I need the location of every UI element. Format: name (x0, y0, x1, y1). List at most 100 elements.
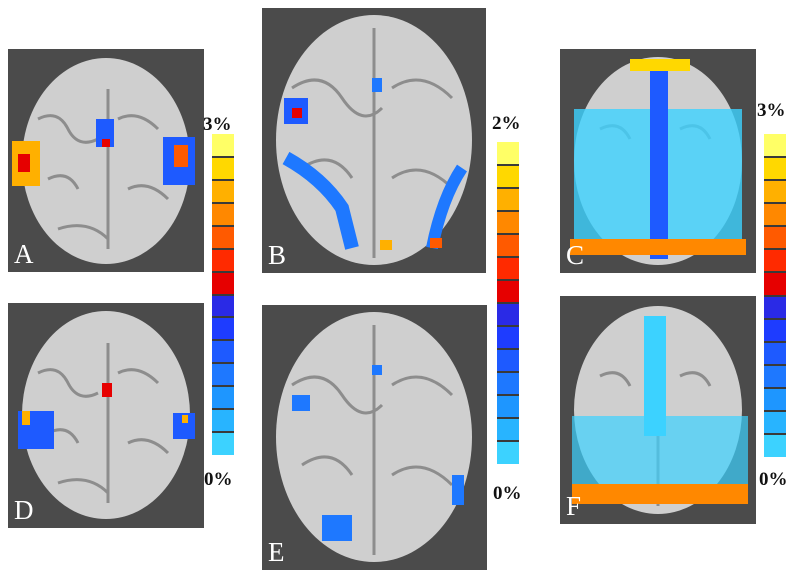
colorbar-tick (497, 302, 519, 304)
colorbar-tick (497, 279, 519, 281)
colorbar-segment (212, 409, 234, 433)
brain-slice-a-image (12, 58, 195, 264)
colorbar-segment (212, 248, 234, 272)
panel-b: B (262, 8, 486, 273)
colorbar-tick (497, 210, 519, 212)
colorbar-left-min-label: 0% (204, 469, 233, 490)
colorbar-segment (497, 188, 519, 211)
colorbar-tick (497, 325, 519, 327)
colorbar-segment (497, 395, 519, 418)
colorbar-segment (764, 134, 786, 158)
colorbar-tick (212, 201, 234, 204)
panel-e: E (262, 305, 487, 570)
colorbar-segment (764, 433, 786, 457)
panel-a-label: A (14, 239, 34, 269)
colorbar-tick (212, 316, 234, 319)
colorbar-segment (764, 180, 786, 204)
colorbar-segment (764, 226, 786, 250)
colorbar-tick (764, 202, 786, 205)
colorbar-segment (497, 257, 519, 280)
colorbar-middle-max-label: 2% (492, 113, 521, 134)
colorbar-middle (497, 142, 519, 464)
panel-d-label: D (14, 495, 34, 525)
colorbar-tick (212, 431, 234, 434)
colorbar-segment (764, 410, 786, 434)
colorbar-segment (497, 349, 519, 372)
colorbar-middle-min-label: 0% (493, 483, 522, 504)
colorbar-segment (212, 202, 234, 226)
colorbar-right-max-label: 3% (757, 100, 786, 121)
brain-slice-f-image (572, 306, 748, 514)
colorbar-tick (212, 178, 234, 181)
colorbar-tick (212, 224, 234, 227)
colorbar-tick (497, 417, 519, 419)
colorbar-segment (497, 418, 519, 441)
colorbar-segment (212, 363, 234, 387)
colorbar-tick (497, 256, 519, 258)
colorbar-tick (212, 385, 234, 388)
colorbar-segment (212, 317, 234, 341)
colorbar-segment (497, 211, 519, 234)
colorbar-segment (764, 318, 786, 342)
colorbar-segment (497, 234, 519, 257)
colorbar-tick (764, 294, 786, 297)
colorbar-segment (212, 340, 234, 364)
colorbar-segment (212, 179, 234, 203)
colorbar-segment (497, 326, 519, 349)
panel-a: A (8, 49, 204, 272)
colorbar-tick (497, 440, 519, 442)
colorbar-segment (764, 295, 786, 319)
colorbar-tick (212, 155, 234, 158)
panel-e-label: E (268, 537, 285, 567)
colorbar-tick (497, 348, 519, 350)
panel-f-label: F (566, 491, 582, 521)
colorbar-segment (764, 249, 786, 273)
colorbar-segment (212, 386, 234, 410)
colorbar-tick (212, 293, 234, 296)
colorbar-segment (212, 156, 234, 180)
colorbar-segment (497, 280, 519, 303)
colorbar-segment (497, 142, 519, 165)
colorbar-right-min-label: 0% (759, 469, 788, 490)
panel-b-label: B (268, 240, 287, 270)
colorbar-tick (764, 179, 786, 182)
colorbar-segment (497, 303, 519, 326)
colorbar-left-max-label: 3% (203, 114, 232, 135)
colorbar-tick (764, 317, 786, 320)
brain-slice-c-image (570, 57, 746, 265)
colorbar-segment (212, 271, 234, 295)
colorbar-segment (212, 225, 234, 249)
colorbar-tick (497, 394, 519, 396)
panel-f: F (560, 296, 756, 524)
panel-c: C (560, 49, 756, 273)
colorbar-segment (764, 341, 786, 365)
brain-slice-e-image (276, 312, 472, 562)
colorbar-segment (764, 387, 786, 411)
colorbar-tick (212, 408, 234, 411)
colorbar-tick (212, 247, 234, 250)
brain-slice-b-image (276, 15, 472, 265)
colorbar-segment (212, 134, 234, 157)
colorbar-segment (764, 272, 786, 296)
colorbar-tick (497, 371, 519, 373)
colorbar-segment (764, 157, 786, 181)
colorbar-tick (497, 233, 519, 235)
colorbar-segment (497, 441, 519, 464)
brain-slice-d-image (18, 311, 195, 519)
colorbar-tick (497, 164, 519, 166)
colorbar-tick (497, 187, 519, 189)
colorbar-segment (497, 372, 519, 395)
colorbar-tick (764, 386, 786, 389)
colorbar-tick (764, 409, 786, 412)
colorbar-tick (212, 362, 234, 365)
colorbar-tick (764, 432, 786, 435)
colorbar-segment (212, 294, 234, 318)
colorbar-tick (764, 225, 786, 228)
colorbar-segment (764, 203, 786, 227)
colorbar-tick (764, 363, 786, 366)
colorbar-tick (212, 339, 234, 342)
colorbar-segment (212, 432, 234, 455)
colorbar-tick (764, 340, 786, 343)
colorbar-right (764, 134, 786, 457)
colorbar-segment (497, 165, 519, 188)
